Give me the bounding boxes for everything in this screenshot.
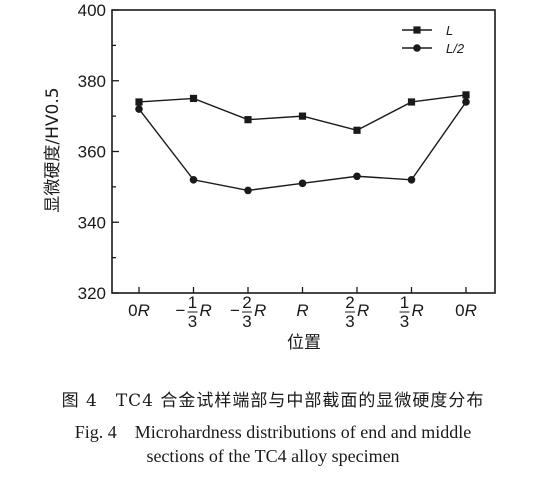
tick-fraction-numerator: 1: [188, 293, 197, 312]
tick-R-symbol: R: [254, 301, 266, 320]
chart-axes: [111, 9, 496, 294]
x-tick-label: R: [296, 301, 308, 320]
data-point-circle: [407, 176, 416, 184]
figure-caption-chinese: 图 4 TC4 合金试样端部与中部截面的显微硬度分布: [61, 391, 485, 411]
data-point-circle: [244, 186, 252, 195]
x-tick-label: −23R: [230, 293, 266, 331]
tick-minus-sign: −: [230, 301, 240, 320]
legend-marker-circle: [413, 44, 421, 52]
tick-R-symbol: R: [412, 301, 424, 320]
tick-label-text: 0R: [128, 301, 150, 320]
x-tick-label: 13R: [399, 293, 424, 331]
figure-caption-english-line-1: Fig. 4 Microhardness distributions of en…: [74, 422, 472, 442]
tick-minus-sign: −: [176, 301, 186, 320]
data-point-circle: [135, 105, 143, 113]
tick-fraction-numerator: 2: [345, 293, 354, 312]
tick-R-symbol: R: [357, 301, 369, 320]
tick-R-symbol: R: [200, 301, 212, 320]
data-point-square: [407, 98, 416, 106]
data-point-circle: [353, 172, 361, 181]
series-L: [135, 91, 470, 134]
y-tick-label: 400: [78, 1, 106, 20]
tick-fraction-numerator: 2: [242, 293, 251, 312]
data-point-square: [244, 116, 252, 124]
data-point-square: [135, 98, 143, 106]
y-tick-label: 360: [78, 143, 106, 162]
legend-label: L/2: [446, 41, 465, 56]
legend-label: L: [446, 23, 453, 38]
x-tick-label: 0R: [128, 301, 150, 320]
tick-fraction-denominator: 3: [400, 312, 409, 331]
data-point-circle: [189, 176, 198, 184]
series-L-half: [135, 98, 470, 195]
data-point-circle: [462, 98, 470, 106]
data-point-square: [462, 91, 470, 99]
plot-frame: [111, 9, 496, 294]
x-tick-label: −13R: [176, 293, 212, 331]
x-axis-title: 位置: [287, 333, 321, 353]
y-tick-label: 380: [78, 72, 106, 91]
y-axis-ticks: 320 340 360 380 400: [78, 1, 119, 303]
legend: L L/2: [402, 23, 465, 56]
legend-marker-square: [413, 26, 421, 34]
x-tick-label: 0R: [455, 301, 477, 320]
data-point-square: [298, 112, 307, 120]
data-point-square: [353, 126, 361, 134]
x-axis-ticks: 0R −13R −23R R 23R 13R 0R: [128, 287, 477, 331]
tick-label-text: 0R: [455, 301, 477, 320]
tick-fraction-denominator: 3: [242, 312, 251, 331]
data-point-square: [189, 94, 198, 103]
tick-label-text: R: [296, 301, 308, 320]
tick-fraction-numerator: 1: [400, 293, 409, 312]
tick-fraction-denominator: 3: [345, 312, 354, 331]
series-layer: [135, 91, 470, 195]
y-tick-label: 340: [78, 213, 106, 232]
y-tick-label: 320: [78, 284, 106, 303]
data-point-circle: [298, 179, 307, 188]
tick-fraction-denominator: 3: [188, 312, 197, 331]
y-axis-title: 显微硬度/HV0.5: [43, 87, 63, 212]
figure-caption-english-line-2: sections of the TC4 alloy specimen: [146, 446, 400, 466]
x-tick-label: 23R: [345, 293, 369, 331]
